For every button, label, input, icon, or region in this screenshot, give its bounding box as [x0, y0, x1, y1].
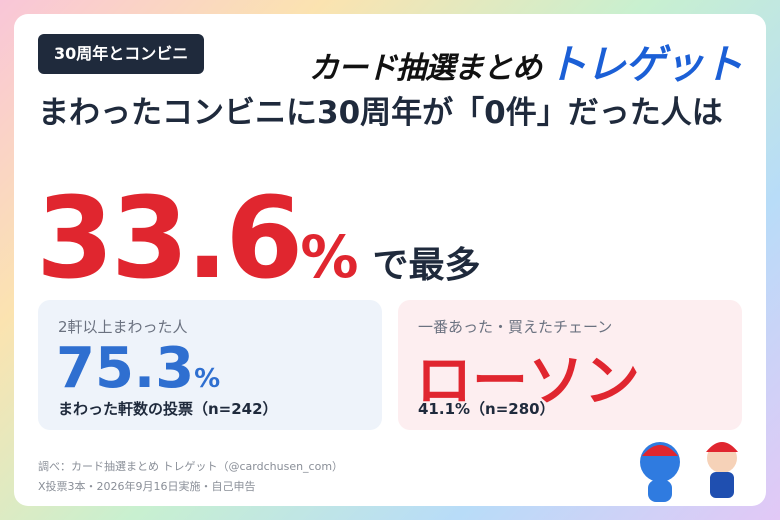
- logo-text: カード抽選まとめ: [309, 51, 542, 86]
- stat-card: 一番あった・買えたチェーン ローソン 41.1%（n=280）: [398, 300, 742, 430]
- mascot-cap: [642, 445, 678, 456]
- hero-suffix: で最多: [372, 245, 481, 286]
- stat-value: ローソン: [416, 349, 640, 414]
- hero-value: 33.6: [36, 174, 303, 304]
- hero: 33.6% で最多: [36, 174, 480, 304]
- mascot-cap: [706, 442, 738, 452]
- stat-note: まわった軒数の投票（n=242）: [58, 400, 278, 418]
- mascot-body: [648, 480, 672, 502]
- logo-brand: トレゲット: [547, 42, 743, 88]
- badge: 30周年とコンビニ: [38, 34, 205, 74]
- mascot-body: [710, 472, 734, 498]
- stat-label: 2軒以上まわった人: [58, 318, 188, 336]
- stat-value-wrap: 75.3%: [56, 336, 220, 401]
- stat-value: 75.3: [56, 336, 195, 401]
- footer-method: X投票3本・2026年9月16日実施・自己申告: [38, 480, 256, 493]
- mascots: [640, 442, 738, 502]
- stat-label: 一番あった・買えたチェーン: [418, 318, 613, 336]
- card: 30周年とコンビニ カード抽選まとめ トレゲット まわったコンビニに30周年が「0…: [14, 14, 766, 506]
- footer-source: 調べ：カード抽選まとめ トレゲット（@cardchusen_com）: [38, 460, 344, 473]
- stat-card: 2軒以上まわった人 75.3% まわった軒数の投票（n=242）: [38, 300, 382, 430]
- hero-unit: %: [300, 223, 359, 291]
- headline: まわったコンビニに30周年が「0件」だった人は: [38, 95, 723, 131]
- stat-unit: %: [194, 364, 221, 394]
- stat-note: 41.1%（n=280）: [418, 400, 555, 418]
- logo: カード抽選まとめ トレゲット: [309, 32, 743, 90]
